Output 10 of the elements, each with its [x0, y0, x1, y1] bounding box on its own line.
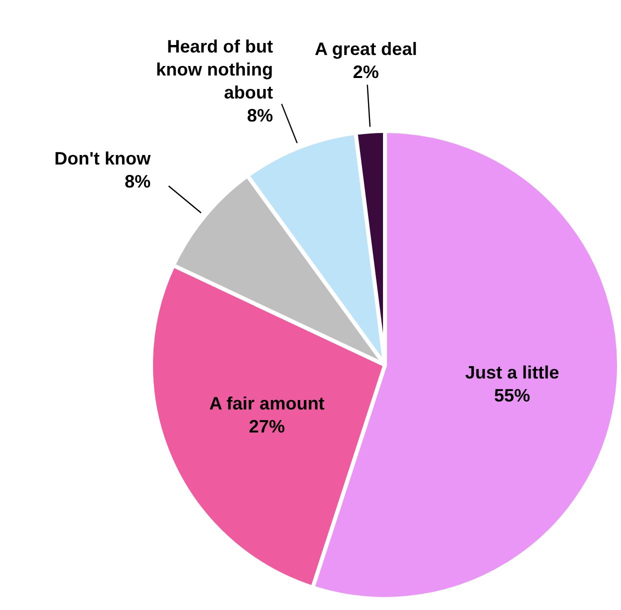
slice-label: Don't know — [54, 148, 152, 169]
data-label: 8% — [124, 172, 151, 192]
data-label: 8% — [247, 106, 274, 126]
slice-label: Heard of but know nothing about — [156, 36, 274, 103]
slice-label: Just a little — [465, 362, 560, 383]
slice-label: A great deal — [314, 38, 418, 59]
slice-label: A fair amount — [209, 394, 325, 414]
data-label: 27% — [248, 416, 285, 437]
data-label: 55% — [494, 386, 530, 406]
data-label: 2% — [352, 62, 379, 82]
